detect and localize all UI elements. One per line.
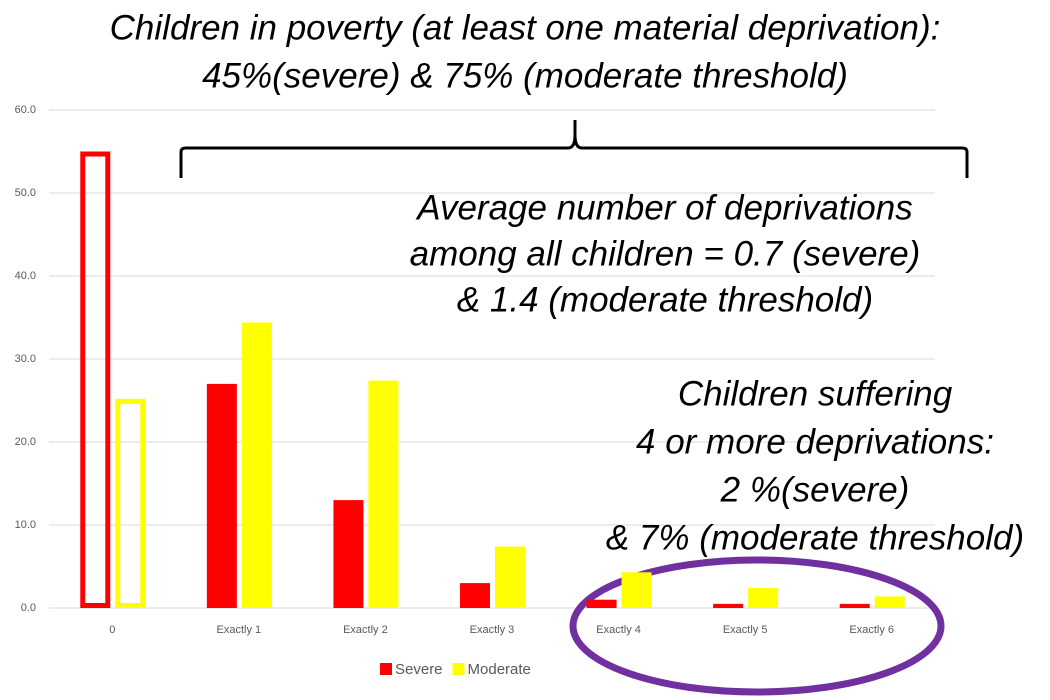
bar: [241, 322, 272, 608]
y-tick-label: 10.0: [15, 519, 36, 531]
annotation: & 1.4 (moderate threshold): [457, 280, 873, 319]
y-tick-label: 20.0: [15, 436, 36, 448]
bar: [713, 603, 744, 608]
bar: [368, 380, 399, 608]
x-tick-label: Exactly 5: [723, 624, 768, 636]
bar: [333, 500, 364, 608]
bar: [839, 603, 870, 608]
highlight-ellipse: [569, 556, 945, 696]
bar: [748, 588, 779, 608]
bar: [206, 383, 237, 608]
x-tick-label: 0: [109, 624, 115, 636]
bar: [874, 596, 905, 608]
bar: [586, 599, 617, 608]
y-tick-label: 50.0: [15, 187, 36, 199]
legend-swatch: [452, 663, 465, 675]
bar: [80, 151, 111, 608]
annotation: among all children = 0.7 (severe): [410, 234, 921, 273]
y-tick-label: 40.0: [15, 270, 36, 282]
chart-title: Children in poverty (at least one materi…: [110, 8, 941, 47]
bar: [621, 572, 652, 608]
x-tick-label: Exactly 4: [596, 624, 641, 636]
bar: [115, 398, 146, 608]
annotation: 2 %(severe): [720, 470, 910, 509]
x-tick-label: Exactly 3: [470, 624, 515, 636]
annotation: & 7% (moderate threshold): [606, 518, 1024, 557]
annotation: 4 or more deprivations:: [636, 422, 994, 461]
legend-swatch: [380, 663, 392, 675]
y-tick-label: 0.0: [21, 602, 36, 614]
x-tick-label: Exactly 6: [849, 624, 894, 636]
legend-label: Moderate: [468, 661, 531, 678]
bracket: [179, 120, 969, 178]
x-tick-label: Exactly 1: [217, 624, 262, 636]
legend-label: Severe: [395, 661, 443, 678]
bar: [495, 546, 525, 608]
x-tick-label: Exactly 2: [343, 624, 388, 636]
y-tick-label: 60.0: [15, 104, 36, 116]
y-tick-label: 30.0: [15, 353, 36, 365]
annotation: Children suffering: [678, 374, 953, 413]
annotation: Average number of deprivations: [415, 188, 913, 227]
bar: [460, 583, 490, 608]
chart-title: 45%(severe) & 75% (moderate threshold): [202, 56, 848, 95]
